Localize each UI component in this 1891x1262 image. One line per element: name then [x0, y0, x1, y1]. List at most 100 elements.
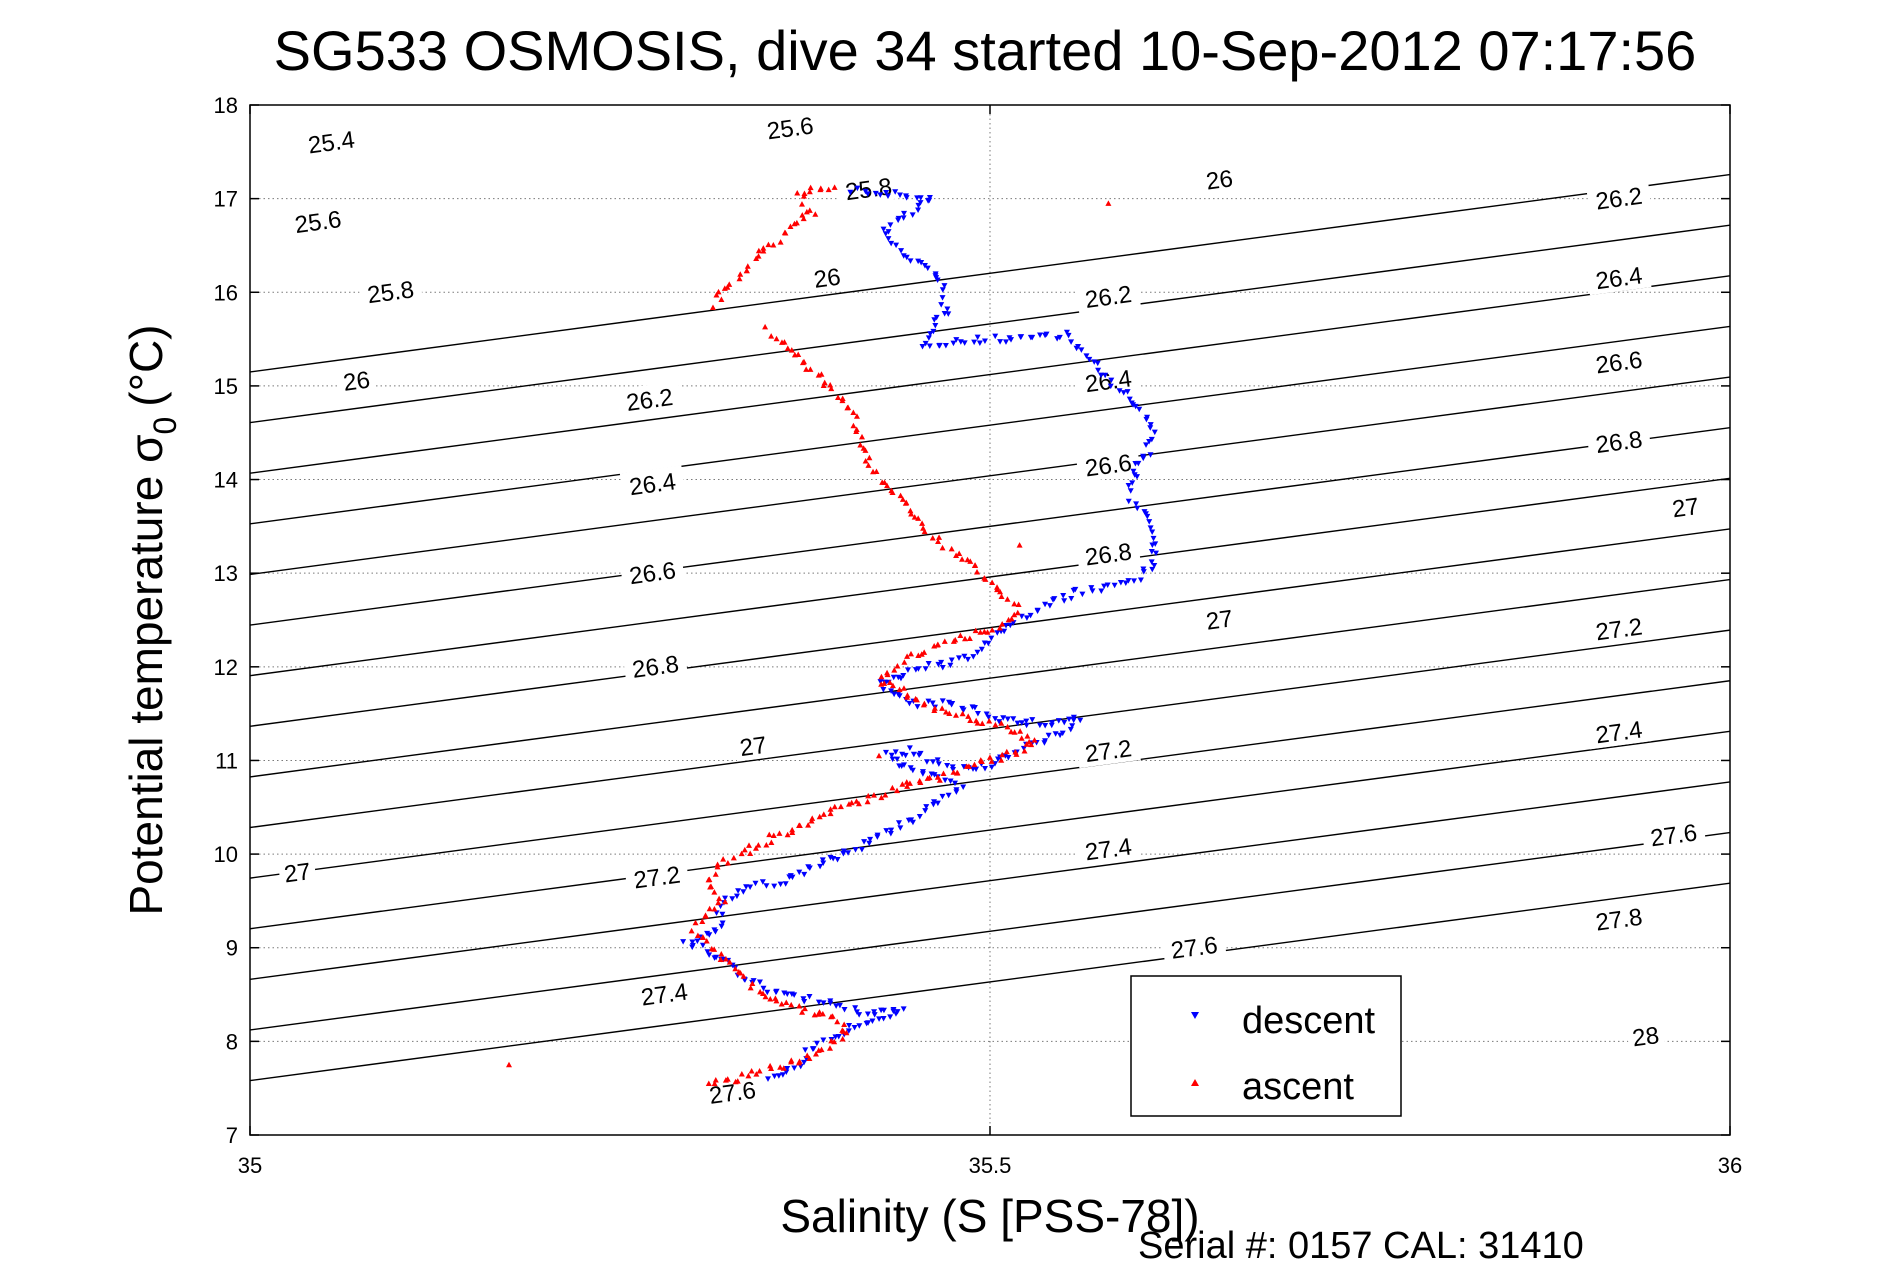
contour-label-backdrop	[699, 1073, 765, 1110]
descent-point	[894, 756, 901, 763]
descent-point	[907, 258, 914, 264]
density-contour-label: 27	[1665, 490, 1706, 523]
contour-label-backdrop	[835, 170, 902, 207]
ascent-point	[901, 659, 908, 665]
contour-label-text: 27	[1671, 493, 1701, 523]
descent-point	[1120, 390, 1127, 396]
descent-point	[1133, 501, 1140, 507]
descent-point	[1068, 595, 1075, 602]
ascent-point	[981, 628, 988, 635]
ascent-point	[743, 267, 750, 274]
ascent-point	[817, 185, 824, 191]
descent-point	[887, 222, 894, 228]
ascent-point	[1011, 611, 1018, 618]
contour-label-text: 26.6	[1594, 347, 1644, 380]
descent-point	[733, 893, 740, 900]
density-contour-label: 27.6	[1161, 928, 1227, 965]
descent-point	[854, 185, 861, 192]
descent-point	[1003, 623, 1010, 629]
contour-label-text: 26	[342, 367, 372, 397]
descent-point	[1088, 585, 1095, 591]
contour-label-text: 27.4	[640, 979, 690, 1012]
descent-point	[853, 1009, 860, 1015]
descent-point	[951, 780, 958, 787]
ascent-point	[1016, 542, 1023, 548]
ascent-point	[815, 1011, 822, 1017]
y-tick-label: 18	[214, 93, 238, 118]
descent-point	[1008, 337, 1015, 343]
ascent-point	[829, 1013, 836, 1019]
ascent-point	[894, 663, 901, 669]
descent-point	[882, 749, 889, 756]
density-contour-label: 25.8	[357, 273, 424, 310]
descent-point	[772, 989, 779, 996]
ascent-point	[722, 1077, 729, 1083]
density-contour-line	[250, 426, 1730, 626]
ascent-point	[1018, 735, 1025, 741]
descent-point	[902, 752, 909, 759]
contour-label-backdrop	[1075, 277, 1141, 314]
density-contour-label: 27.6	[1641, 816, 1707, 853]
contour-label-backdrop	[631, 975, 697, 1012]
descent-point	[877, 679, 884, 685]
descent-point	[918, 259, 925, 266]
ascent-point	[777, 1064, 784, 1070]
y-axis-label-unit: (°C)	[120, 324, 172, 406]
density-contour-label: 26	[1199, 162, 1239, 196]
descent-point	[1149, 529, 1156, 535]
ascent-point	[740, 973, 747, 979]
ascent-point	[1017, 728, 1024, 734]
ascent-point	[711, 946, 718, 952]
contour-label-backdrop	[1586, 179, 1652, 216]
descent-point	[796, 869, 803, 876]
legend-descent-marker	[1191, 1012, 1199, 1019]
descent-point	[883, 828, 890, 834]
descent-point	[1005, 754, 1012, 761]
ascent-point	[777, 239, 784, 245]
ascent-point	[748, 1067, 755, 1074]
contour-label-backdrop	[277, 855, 317, 889]
ascent-point	[897, 492, 904, 499]
ascent-point	[755, 247, 762, 254]
descent-point	[752, 880, 759, 887]
descent-point	[689, 939, 696, 945]
descent-point	[1065, 332, 1072, 339]
descent-point	[942, 777, 949, 784]
descent-point	[1023, 615, 1030, 621]
descent-point	[902, 193, 909, 199]
descent-point	[1140, 453, 1147, 460]
descent-point	[689, 944, 696, 951]
ascent-point	[1028, 741, 1035, 748]
ascent-point	[850, 422, 857, 429]
descent-point	[888, 827, 895, 834]
ascent-point	[787, 223, 794, 229]
descent-point	[729, 896, 736, 902]
contour-label-text: 25.6	[293, 206, 343, 239]
descent-point	[916, 814, 923, 820]
descent-point	[923, 804, 930, 810]
descent-point	[909, 819, 916, 826]
descent-point	[801, 999, 808, 1005]
ascent-point	[936, 777, 943, 783]
descent-point	[944, 762, 951, 769]
density-contour-line	[250, 275, 1730, 474]
ascent-point	[921, 700, 928, 707]
ascent-point	[977, 629, 984, 635]
descent-point	[898, 248, 905, 254]
descent-point	[1004, 716, 1011, 722]
descent-point	[900, 1006, 907, 1012]
descent-point	[988, 635, 995, 642]
density-contour-label: 27.8	[1586, 900, 1652, 937]
y-tick-label: 16	[214, 280, 238, 305]
y-tick-label: 9	[226, 936, 238, 961]
descent-point	[897, 825, 904, 831]
ascent-point	[741, 846, 748, 853]
descent-point	[851, 1025, 858, 1031]
legend-box	[1130, 975, 1402, 1117]
x-axis-label: Salinity (S [PSS-78])	[780, 1190, 1199, 1242]
ascent-point	[756, 1067, 763, 1074]
ascent-point	[899, 496, 906, 502]
descent-point	[939, 295, 946, 301]
ascent-point	[718, 296, 725, 303]
ascent-point	[806, 188, 813, 195]
